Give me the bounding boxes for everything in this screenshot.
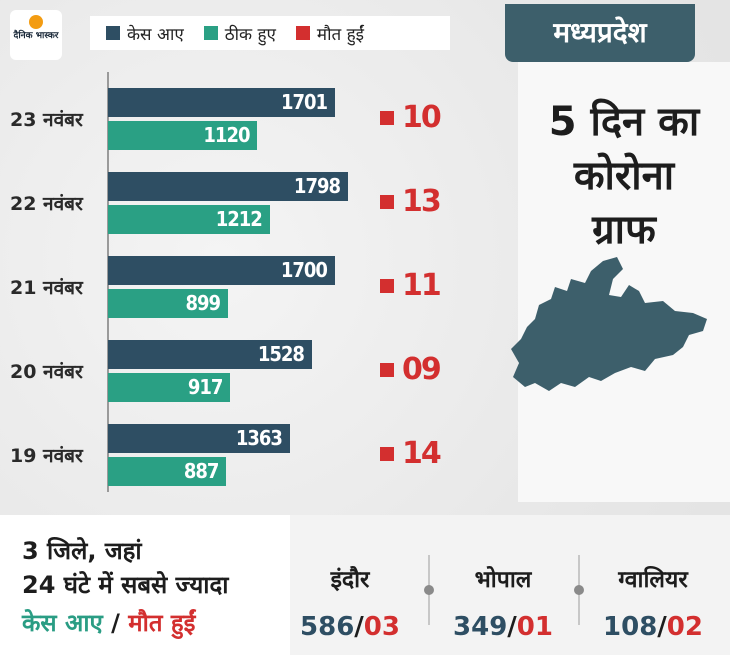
bottom-left-panel (0, 515, 290, 655)
city-name: इंदौर (330, 567, 370, 593)
death-square-icon (380, 362, 394, 377)
divider-dot (424, 585, 434, 595)
bar-value-label: 1700 (280, 258, 328, 282)
category-label: 20 नवंबर (10, 361, 83, 383)
panel-title: 5 दिन का कोरोना ग्राफ (518, 95, 730, 257)
bar-recovered: 917 (108, 373, 231, 402)
bar-value-label: 917 (187, 375, 224, 399)
heading-separator: / (102, 609, 129, 637)
city-cases: 586 (300, 612, 355, 642)
legend-item-deaths: मौत हुईं (295, 22, 364, 45)
death-square-icon (380, 110, 394, 125)
city-cases: 349 (453, 612, 508, 642)
death-square-icon (380, 278, 394, 293)
bottom-heading-line-3: केस आए / मौत हुईं (22, 606, 195, 639)
bar-cases: 1528 (108, 340, 312, 369)
legend-label-recovered: ठीक हुए (224, 24, 276, 45)
city-name: ग्वालियर (618, 567, 688, 593)
death-value-label: 14 (402, 436, 442, 471)
death-marker: 13 (380, 184, 442, 219)
category-label: 19 नवंबर (10, 445, 83, 467)
divider (574, 555, 584, 625)
legend-item-cases: केस आए (106, 22, 184, 45)
death-value-label: 10 (402, 100, 442, 135)
legend-label-cases: केस आए (127, 24, 184, 45)
brand-logo: दैनिक भास्कर (10, 10, 62, 60)
category-label: 22 नवंबर (10, 193, 83, 215)
city-slash: / (507, 612, 517, 642)
bar-value-label: 1363 (235, 426, 283, 450)
divider (424, 555, 434, 625)
divider-dot (574, 585, 584, 595)
bar-cases: 1798 (108, 172, 348, 201)
city-deaths: 02 (666, 612, 703, 642)
bar-value-label: 899 (185, 291, 221, 315)
category-label: 21 नवंबर (10, 277, 83, 299)
death-marker: 14 (380, 436, 442, 471)
city-stat: 108/02 (588, 612, 718, 642)
bar-cases: 1701 (108, 88, 336, 117)
city-stat: 586/03 (285, 612, 415, 642)
city-name: भोपाल (474, 567, 532, 593)
panel-title-line-3: ग्राफ (592, 207, 656, 253)
legend-swatch-recovered (203, 26, 218, 40)
legend-label-deaths: मौत हुईं (316, 24, 364, 45)
city-deaths: 03 (363, 612, 400, 642)
bottom-heading-line-2: 24 घंटे में सबसे ज्यादा (22, 571, 229, 599)
legend-item-recovered: ठीक हुए (203, 22, 276, 45)
city-stat: 349/01 (438, 612, 568, 642)
death-value-label: 13 (402, 184, 442, 219)
death-marker: 10 (380, 100, 442, 135)
city-bhopal: भोपाल 349/01 (438, 562, 568, 642)
logo-text: दैनिक भास्कर (13, 31, 59, 41)
bar-value-label: 1212 (215, 207, 263, 231)
legend: केस आए ठीक हुए मौत हुईं (90, 16, 450, 50)
death-square-icon (380, 194, 394, 209)
legend-swatch-deaths (295, 26, 310, 40)
panel-title-line-2: कोरोना (573, 153, 675, 199)
heading-deaths-label: मौत हुईं (128, 609, 196, 637)
bar-cases: 1363 (108, 424, 290, 453)
bar-recovered: 899 (108, 289, 228, 318)
death-value-label: 11 (402, 268, 442, 303)
sun-icon (29, 15, 43, 29)
bottom-heading-line-1: 3 जिले, जहां (22, 537, 142, 565)
city-gwalior: ग्वालियर 108/02 (588, 562, 718, 642)
city-slash: / (657, 612, 667, 642)
bar-value-label: 1701 (280, 90, 328, 114)
bar-value-label: 1528 (257, 342, 305, 366)
bar-value-label: 887 (183, 459, 220, 483)
city-deaths: 01 (516, 612, 553, 642)
bar-recovered: 1120 (108, 121, 258, 150)
state-name: मध्यप्रदेश (505, 4, 695, 62)
city-cases: 108 (603, 612, 658, 642)
death-value-label: 09 (402, 352, 442, 387)
city-indore: इंदौर 586/03 (285, 562, 415, 642)
bar-recovered: 1212 (108, 205, 270, 234)
city-slash: / (354, 612, 364, 642)
death-marker: 09 (380, 352, 442, 387)
category-label: 23 नवंबर (10, 109, 83, 131)
bar-value-label: 1798 (293, 174, 341, 198)
madhya-pradesh-map-icon (511, 257, 707, 391)
bar-recovered: 887 (108, 457, 227, 486)
death-marker: 11 (380, 268, 442, 303)
panel-title-line-1: 5 दिन का (548, 99, 700, 145)
bar-cases: 1700 (108, 256, 335, 285)
heading-cases-label: केस आए (22, 609, 103, 637)
death-square-icon (380, 446, 394, 461)
state-panel (518, 62, 730, 502)
bar-value-label: 1120 (203, 123, 250, 147)
legend-swatch-cases (106, 26, 120, 40)
